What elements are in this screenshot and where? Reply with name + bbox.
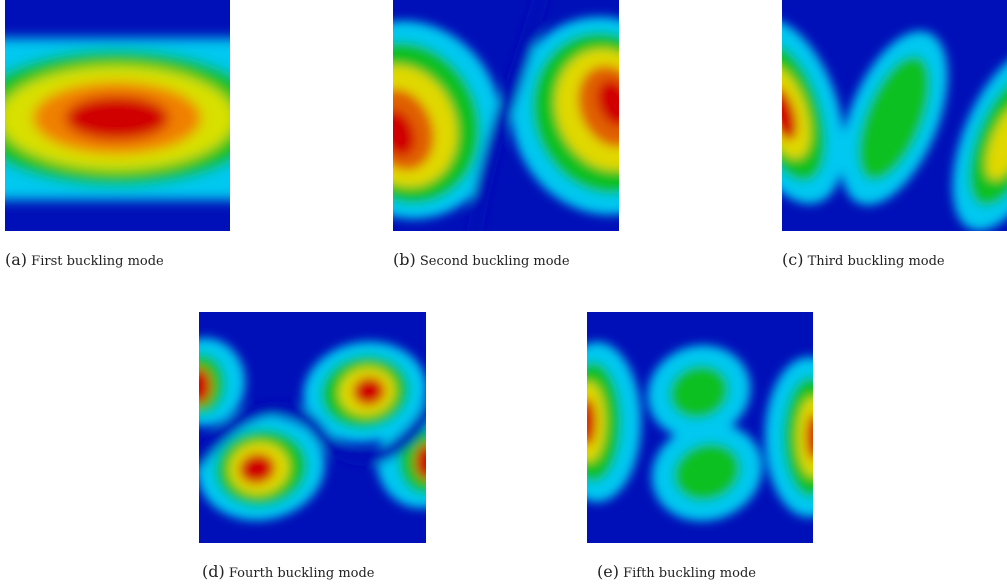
caption-a: (a) First buckling mode bbox=[5, 252, 164, 270]
caption-tag: (c) bbox=[782, 250, 804, 269]
caption-d: (d) Fourth buckling mode bbox=[202, 564, 375, 582]
caption-label: Fourth buckling mode bbox=[228, 566, 375, 581]
caption-tag: (a) bbox=[5, 250, 28, 269]
caption-c: (c) Third buckling mode bbox=[782, 252, 945, 270]
buckling-mode-3-image bbox=[782, 0, 1007, 231]
caption-tag: (e) bbox=[597, 562, 619, 581]
buckling-mode-1-image bbox=[5, 0, 230, 231]
caption-label: First buckling mode bbox=[31, 254, 164, 269]
buckling-mode-4-image bbox=[199, 312, 426, 543]
caption-label: Fifth buckling mode bbox=[623, 566, 756, 581]
buckling-mode-2-image bbox=[393, 0, 619, 231]
caption-tag: (b) bbox=[393, 250, 416, 269]
caption-label: Second buckling mode bbox=[419, 254, 570, 269]
buckling-mode-5-image bbox=[587, 312, 813, 543]
caption-tag: (d) bbox=[202, 562, 225, 581]
caption-b: (b) Second buckling mode bbox=[393, 252, 570, 270]
caption-label: Third buckling mode bbox=[807, 254, 945, 269]
caption-e: (e) Fifth buckling mode bbox=[597, 564, 756, 582]
